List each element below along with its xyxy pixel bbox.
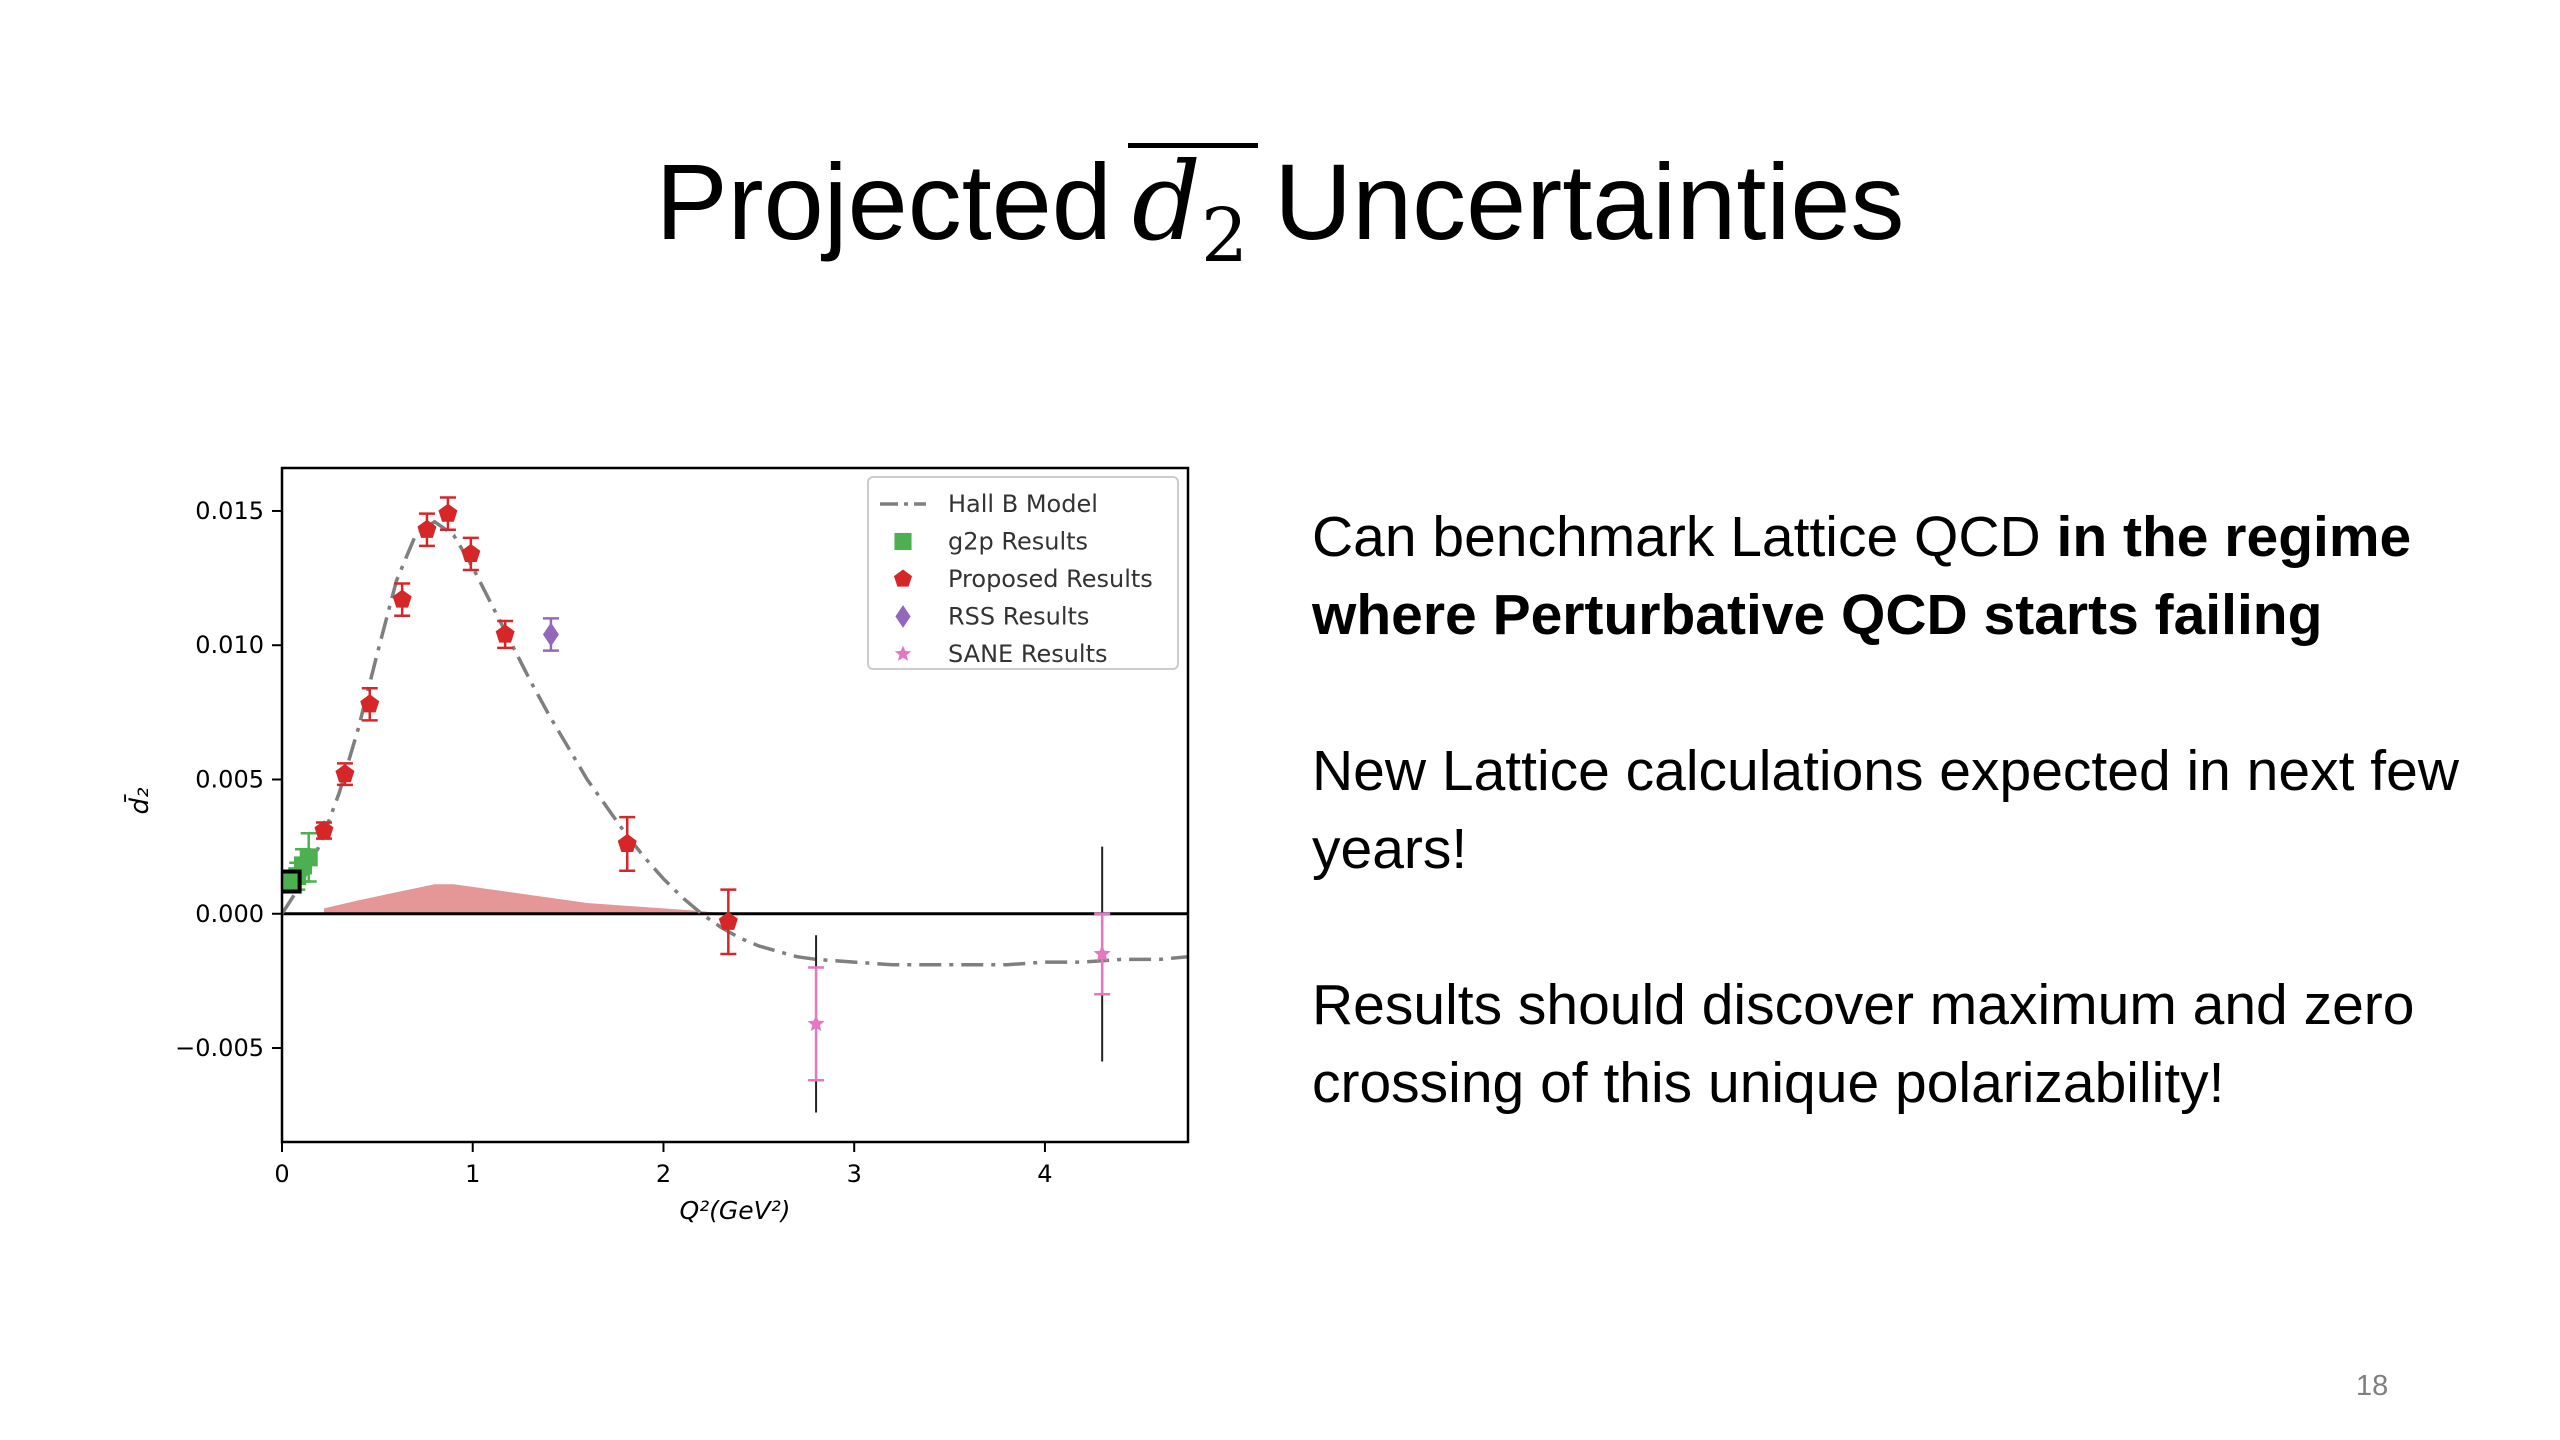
- y-tick-label: −0.005: [175, 1034, 264, 1062]
- bullet-3: Results should discover maximum and zero…: [1312, 966, 2542, 1122]
- proposed-results-point: [617, 833, 637, 853]
- chart-container: 0 1 2 3 4 −0.005 0.000 0.005 0.010 0.015 Q²(GeV²) d…: [100, 455, 1240, 1245]
- y-axis-label: d̄₂: [123, 788, 155, 815]
- legend-swatch-g2p-results: [894, 532, 912, 551]
- proposed-results-point: [461, 543, 481, 563]
- bullet-1-bold: in the regime where Perturbative QCD sta…: [1312, 505, 2412, 647]
- uncertainty-band-layer: [323, 884, 725, 914]
- axes-layer: 0 1 2 3 4 −0.005 0.000 0.005 0.010 0.015 Q²(GeV²) d…: [123, 466, 1190, 1225]
- slide-title: Projected d2 Uncertainties: [0, 143, 2560, 273]
- g2p-results-point: [299, 848, 318, 867]
- bullet-1: Can benchmark Lattice QCD in the regime …: [1312, 498, 2542, 654]
- legend-swatch-proposed-results: [893, 569, 913, 587]
- proposed-results-point: [718, 911, 738, 930]
- proposed-results-point: [495, 624, 515, 643]
- overline-bar: [1127, 143, 1259, 148]
- d2-chart: 0 1 2 3 4 −0.005 0.000 0.005 0.010 0.015 Q²(GeV²) d…: [123, 466, 1190, 1225]
- data-points-layer: [282, 496, 1111, 1113]
- legend-swatch-sane-results: [894, 645, 912, 661]
- sane-results-point: [1093, 945, 1111, 962]
- x-tick-label: 0: [274, 1160, 289, 1188]
- y-tick-label: 0.015: [195, 497, 264, 525]
- x-axis-label: Q²(GeV²): [679, 1196, 790, 1225]
- legend-layer: Hall B Model g2p Results Proposed Results R…: [867, 476, 1179, 670]
- legend-label-rss-results: RSS Results: [948, 603, 1089, 631]
- g2p-highlight-square: [282, 869, 302, 894]
- y-tick-label: 0.000: [195, 900, 264, 928]
- uncertainty-band: [323, 884, 725, 914]
- legend-label-proposed-results: Proposed Results: [948, 565, 1153, 593]
- x-tick-label: 4: [1037, 1160, 1052, 1188]
- title-after: Uncertainties: [1274, 141, 1905, 262]
- legend-label-hall-b-model: Hall B Model: [948, 490, 1098, 518]
- page-number: 18: [2356, 1370, 2389, 1402]
- y-tick-label: 0.010: [195, 631, 264, 659]
- y-tick-label: 0.005: [195, 765, 264, 793]
- bullet-2: New Lattice calculations expected in nex…: [1312, 732, 2542, 888]
- x-tick-label: 1: [465, 1160, 480, 1188]
- proposed-results-point: [438, 503, 458, 522]
- legend-label-sane-results: SANE Results: [948, 640, 1108, 668]
- title-symbol: d: [1131, 140, 1202, 265]
- proposed-results-point: [314, 820, 334, 839]
- legend-swatch-rss-results: [895, 605, 911, 628]
- legend-box: [867, 476, 1179, 670]
- sane-results-point: [807, 1014, 825, 1032]
- legend-label-g2p-results: g2p Results: [948, 528, 1088, 556]
- title-subscript: 2: [1201, 193, 1249, 279]
- proposed-results-point: [335, 764, 355, 783]
- title-before: Projected: [655, 141, 1112, 262]
- plot-frame: [280, 466, 1190, 1144]
- proposed-results-point: [417, 519, 437, 538]
- proposed-results-point: [392, 589, 412, 608]
- bullet-list: Can benchmark Lattice QCD in the regime …: [1312, 498, 2542, 1200]
- x-tick-label: 3: [847, 1160, 862, 1188]
- bullet-2-plain: New Lattice calculations expected in nex…: [1312, 739, 2459, 881]
- proposed-results-point: [360, 694, 380, 713]
- bullet-1-plain: Can benchmark Lattice QCD: [1312, 505, 2057, 569]
- rss-results-point: [542, 622, 559, 647]
- title-math-symbol: d2: [1127, 143, 1259, 273]
- x-tick-label: 2: [656, 1160, 671, 1188]
- bullet-3-plain: Results should discover maximum and zero…: [1312, 973, 2415, 1115]
